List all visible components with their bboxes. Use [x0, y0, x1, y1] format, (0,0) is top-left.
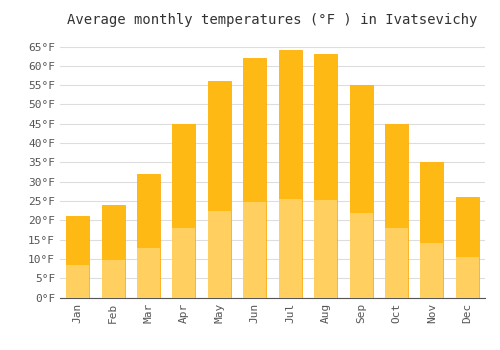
- Bar: [278, 50, 301, 298]
- Bar: [137, 248, 160, 298]
- Bar: [102, 205, 124, 298]
- Bar: [350, 212, 372, 298]
- Bar: [350, 85, 372, 298]
- Bar: [456, 197, 479, 298]
- Bar: [244, 58, 266, 298]
- Bar: [385, 228, 408, 298]
- Bar: [172, 124, 196, 298]
- Bar: [137, 174, 160, 298]
- Bar: [66, 265, 89, 298]
- Bar: [420, 162, 444, 298]
- Bar: [208, 211, 231, 298]
- Bar: [420, 244, 444, 298]
- Bar: [208, 81, 231, 298]
- Bar: [314, 54, 337, 298]
- Bar: [278, 199, 301, 298]
- Bar: [314, 200, 337, 298]
- Bar: [350, 85, 372, 298]
- Bar: [456, 257, 479, 298]
- Bar: [172, 124, 196, 298]
- Bar: [208, 81, 231, 298]
- Title: Average monthly temperatures (°F ) in Ivatsevichy: Average monthly temperatures (°F ) in Iv…: [68, 13, 478, 27]
- Bar: [385, 124, 408, 298]
- Bar: [137, 174, 160, 298]
- Bar: [66, 216, 89, 298]
- Bar: [420, 162, 444, 298]
- Bar: [278, 50, 301, 298]
- Bar: [244, 58, 266, 298]
- Bar: [66, 216, 89, 298]
- Bar: [456, 197, 479, 298]
- Bar: [314, 54, 337, 298]
- Bar: [102, 260, 124, 298]
- Bar: [385, 124, 408, 298]
- Bar: [244, 202, 266, 298]
- Bar: [172, 228, 196, 298]
- Bar: [102, 205, 124, 298]
